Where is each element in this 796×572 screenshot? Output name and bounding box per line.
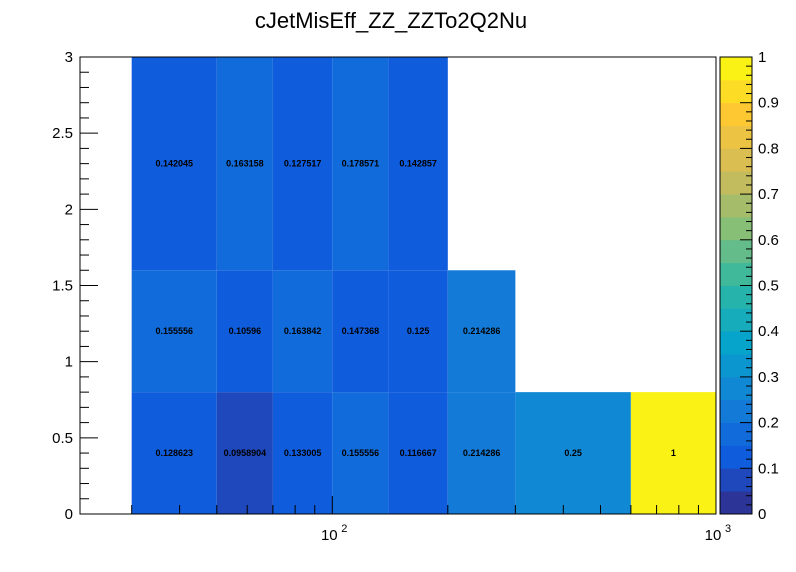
colorbar-tick-label: 0 bbox=[758, 506, 766, 523]
cell-value-label: 0.127517 bbox=[284, 159, 322, 169]
colorbar-tick-label: 0.3 bbox=[758, 369, 779, 386]
heatmap-cell bbox=[515, 392, 631, 514]
heatmap-cell bbox=[216, 392, 273, 514]
colorbar-band bbox=[720, 399, 752, 423]
colorbar-band bbox=[720, 125, 752, 149]
heatmap-cell bbox=[388, 270, 448, 393]
x-tick-exponent: 2 bbox=[341, 523, 347, 535]
cell-value-label: 0.142045 bbox=[155, 159, 193, 169]
colorbar: 0 0.1 0.2 0.3 0.4 0.5 0.6 0.7 0.8 0.9 1 bbox=[719, 49, 779, 523]
colorbar-band bbox=[720, 491, 752, 515]
cell-value-label: 0.163842 bbox=[284, 326, 322, 336]
colorbar-band bbox=[720, 445, 752, 469]
colorbar-band bbox=[720, 79, 752, 104]
cell-value-label: 0.128623 bbox=[155, 448, 193, 458]
colorbar-tick-label: 0.4 bbox=[758, 323, 779, 340]
y-tick-label: 2 bbox=[65, 201, 73, 218]
x-axis: 10 2 10 3 bbox=[131, 496, 731, 544]
colorbar-tick-label: 0.6 bbox=[758, 232, 779, 249]
colorbar-band bbox=[720, 171, 752, 195]
heatmap-cell bbox=[216, 270, 273, 393]
colorbar-band bbox=[720, 102, 752, 126]
heatmap-cell bbox=[272, 392, 333, 514]
colorbar-band bbox=[720, 376, 752, 401]
y-tick-label: 1.5 bbox=[52, 278, 73, 295]
cell-value-label: 0.155556 bbox=[342, 448, 380, 458]
colorbar-tick-label: 0.1 bbox=[758, 460, 779, 477]
cell-value-label: 0.25 bbox=[564, 448, 582, 458]
colorbar-tick-label: 0.5 bbox=[758, 278, 779, 295]
colorbar-band bbox=[720, 285, 752, 309]
heatmap-cell bbox=[630, 392, 716, 514]
y-tick-label: 2.5 bbox=[52, 125, 73, 142]
colorbar-band bbox=[720, 308, 752, 332]
colorbar-tick-label: 0.7 bbox=[758, 186, 779, 203]
colorbar-tick-label: 0.2 bbox=[758, 415, 779, 432]
colorbar-band bbox=[720, 57, 752, 81]
colorbar-band bbox=[720, 422, 752, 446]
y-tick-label: 0.5 bbox=[52, 430, 73, 447]
x-tick-label: 10 bbox=[705, 527, 722, 544]
y-tick-label: 1 bbox=[65, 354, 73, 371]
cell-value-label: 0.0958904 bbox=[224, 448, 267, 458]
cell-value-label: 0.214286 bbox=[463, 448, 501, 458]
cell-value-label: 0.147368 bbox=[342, 326, 380, 336]
colorbar-band bbox=[720, 239, 752, 264]
colorbar-band bbox=[720, 262, 752, 286]
cell-value-label: 1 bbox=[671, 448, 676, 458]
colorbar-band bbox=[720, 194, 752, 218]
cell-value-label: 0.178571 bbox=[342, 159, 380, 169]
cell-value-label: 0.163158 bbox=[226, 159, 264, 169]
heatmap-cell bbox=[131, 270, 217, 393]
cell-value-label: 0.133005 bbox=[284, 448, 322, 458]
heatmap-cell bbox=[447, 392, 516, 514]
heatmap-cell bbox=[332, 270, 389, 393]
heatmap-cell bbox=[272, 270, 333, 393]
x-tick-exponent: 3 bbox=[725, 523, 731, 535]
cell-value-label: 0.125 bbox=[407, 326, 430, 336]
heatmap-cell bbox=[388, 392, 448, 514]
cell-value-label: 0.142857 bbox=[399, 159, 437, 169]
heatmap-cell bbox=[332, 57, 389, 271]
colorbar-band bbox=[720, 331, 752, 355]
cell-value-label: 0.214286 bbox=[463, 326, 501, 336]
colorbar-band bbox=[720, 354, 752, 378]
heatmap-cell bbox=[216, 57, 273, 271]
heatmap-cell bbox=[131, 57, 217, 271]
cell-labels: 0.128623 0.0958904 0.133005 0.155556 0.11666… bbox=[155, 159, 675, 458]
heatmap-cell bbox=[388, 57, 448, 271]
heatmap-cell bbox=[272, 57, 333, 271]
y-tick-label: 3 bbox=[65, 49, 73, 66]
y-tick-label: 0 bbox=[65, 506, 73, 523]
heatmap-cell bbox=[332, 392, 389, 514]
cell-value-label: 0.116667 bbox=[400, 448, 437, 458]
colorbar-band bbox=[720, 216, 752, 241]
chart-title: cJetMisEff_ZZ_ZZTo2Q2Nu bbox=[255, 8, 527, 33]
heatmap-cells bbox=[131, 57, 716, 514]
colorbar-band bbox=[720, 148, 752, 172]
y-axis: 0 0.5 1 1.5 2 2.5 3 bbox=[52, 49, 98, 523]
cell-value-label: 0.155556 bbox=[155, 326, 193, 336]
colorbar-tick-label: 0.9 bbox=[758, 95, 779, 112]
x-tick-label: 10 bbox=[321, 527, 338, 544]
cell-value-label: 0.10596 bbox=[229, 326, 262, 336]
heatmap-cell bbox=[131, 392, 217, 514]
colorbar-tick-label: 0.8 bbox=[758, 140, 779, 157]
colorbar-band bbox=[720, 468, 752, 492]
colorbar-tick-label: 1 bbox=[758, 49, 766, 66]
heatmap-cell bbox=[447, 270, 516, 393]
